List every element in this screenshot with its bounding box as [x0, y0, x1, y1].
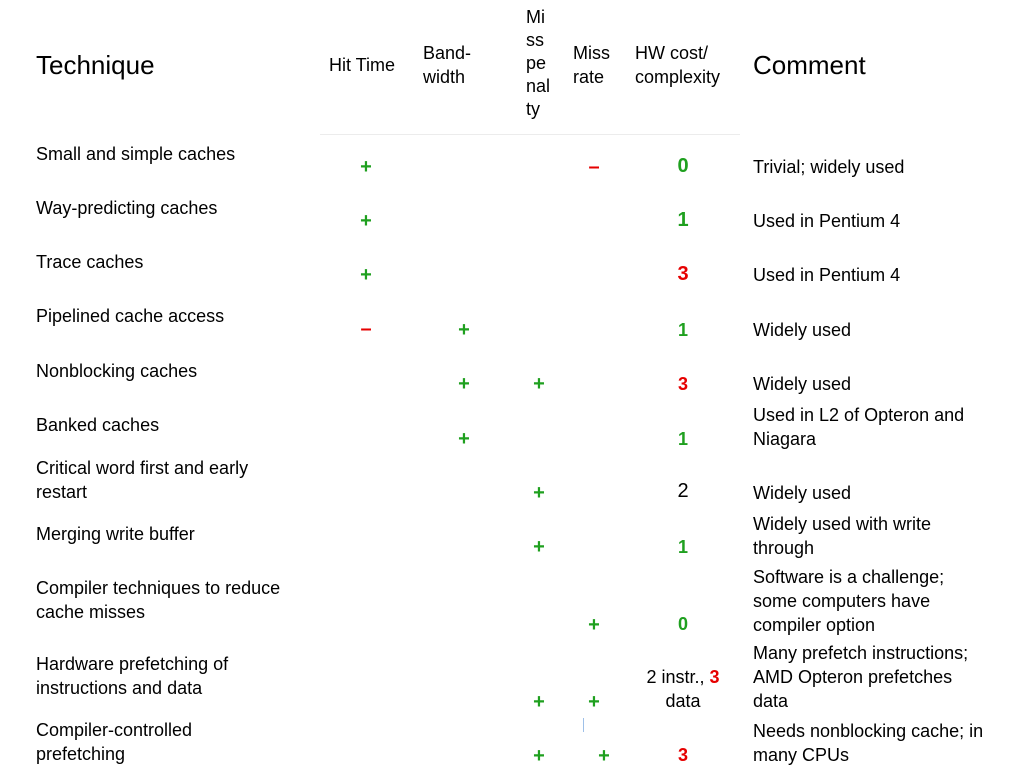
header-hw-cost: HW cost/ complexity — [635, 43, 721, 87]
row-4-hw-cost: 1 — [677, 320, 688, 340]
header-bandwidth: Band- width — [423, 43, 472, 87]
row-11-miss-penalty: + — [533, 745, 545, 767]
row-3-hit-time: + — [360, 264, 372, 286]
row-4-comment: Widely used — [753, 320, 852, 340]
row-9-hw-cost: 0 — [677, 614, 688, 634]
header-miss-rate: Miss rate — [573, 43, 610, 87]
row-2-hit-time: + — [360, 210, 372, 232]
row-9-comment: Software is a challenge; some computers … — [753, 567, 945, 635]
row-2-technique: Way-predicting caches — [36, 198, 218, 218]
row-10-miss-rate: + — [588, 691, 600, 713]
row-2-comment: Used in Pentium 4 — [753, 211, 901, 231]
row-10-hw-cost: 2 instr., 3 data — [646, 667, 720, 711]
row-8-technique: Merging write buffer — [36, 524, 195, 544]
row-1-hw-cost: 0 — [677, 155, 689, 177]
row-5-hw-cost: 3 — [677, 374, 688, 394]
row-5-technique: Nonblocking caches — [36, 361, 198, 381]
row-6-comment: Used in L2 of Opteron and Niagara — [753, 405, 965, 449]
row-8-miss-penalty: + — [533, 536, 545, 558]
row-4-bandwidth: + — [458, 319, 470, 341]
header-divider — [320, 134, 740, 135]
row-7-comment: Widely used — [753, 483, 852, 503]
row-1-hit-time: + — [360, 156, 372, 178]
row-10-comment: Many prefetch instructions; AMD Opteron … — [753, 643, 969, 711]
row-1-comment: Trivial; widely used — [753, 157, 905, 177]
row-11-technique: Compiler-controlled prefetching — [36, 720, 193, 764]
row-6-technique: Banked caches — [36, 415, 160, 435]
row-11-comment: Needs nonblocking cache; in many CPUs — [753, 721, 984, 765]
row-4-technique: Pipelined cache access — [36, 306, 225, 326]
row-5-comment: Widely used — [753, 374, 852, 394]
row-11-miss-rate: + — [598, 745, 610, 767]
row-8-hw-cost: 1 — [677, 537, 688, 557]
header-hit-time: Hit Time — [329, 55, 396, 75]
row-1-technique: Small and simple caches — [36, 144, 236, 164]
row-5-miss-penalty: + — [533, 373, 545, 395]
row-10-miss-penalty: + — [533, 691, 545, 713]
row-6-bandwidth: + — [458, 428, 470, 450]
header-comment: Comment — [753, 50, 866, 80]
row-3-technique: Trace caches — [36, 252, 144, 272]
row-7-hw-cost: 2 — [677, 480, 689, 502]
row-8-comment: Widely used with write through — [753, 514, 932, 558]
row-7-technique: Critical word first and early restart — [36, 458, 249, 502]
row-7-miss-penalty: + — [533, 482, 545, 504]
row-2-hw-cost: 1 — [677, 209, 689, 231]
row-9-technique: Compiler techniques to reduce cache miss… — [36, 578, 281, 622]
row-11-hw-cost: 3 — [677, 745, 688, 765]
row-3-comment: Used in Pentium 4 — [753, 265, 901, 285]
row-3-hw-cost: 3 — [677, 263, 689, 285]
text-cursor-mark — [583, 718, 584, 732]
row-4-hit-time: – — [360, 318, 372, 340]
row-10-technique: Hardware prefetching of instructions and… — [36, 654, 229, 698]
header-technique: Technique — [36, 50, 155, 80]
row-6-hw-cost: 1 — [677, 429, 688, 449]
row-9-miss-rate: + — [588, 614, 600, 636]
row-5-bandwidth: + — [458, 373, 470, 395]
header-miss-penalty: Mi ss pe nal ty — [526, 7, 551, 119]
row-1-miss-rate: – — [588, 156, 600, 178]
